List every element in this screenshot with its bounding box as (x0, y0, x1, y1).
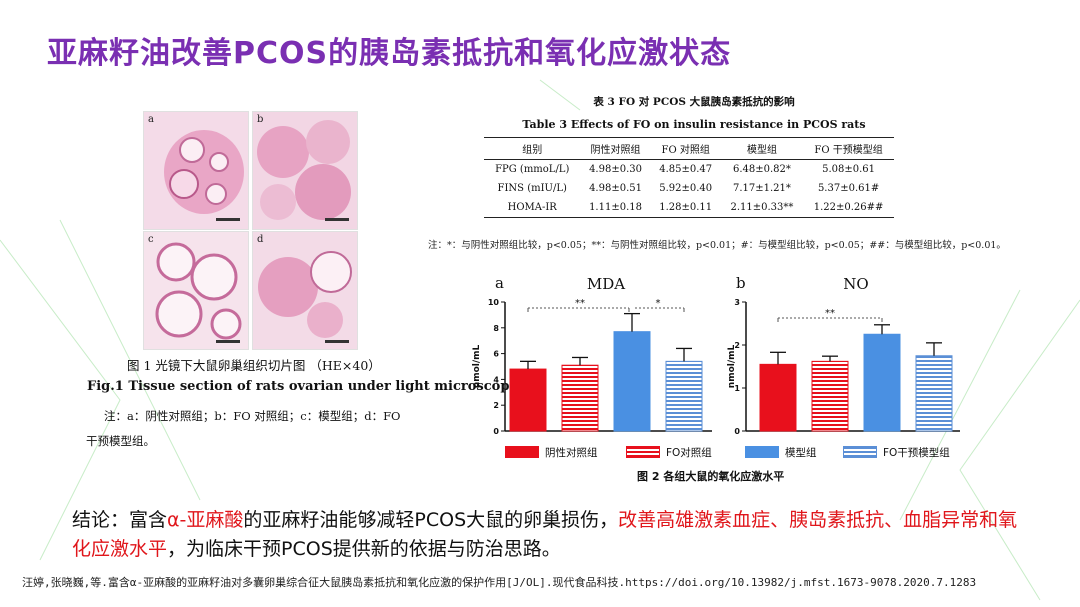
conclusion-part: 结论：富含 (72, 509, 168, 531)
legend-label-fo-ctrl: FO对照组 (666, 447, 712, 459)
table3: 组别 阴性对照组 FO 对照组 模型组 FO 干预模型组 FPG (mmoL/L… (484, 137, 894, 218)
y-tick-label: 4 (493, 375, 499, 384)
histology-image (253, 112, 357, 229)
column-header: 组别 (484, 137, 581, 160)
chart-no: b NO 0 1 2 3 nmol/mL ** (727, 274, 960, 436)
table3-title-en: Table 3 Effects of FO on insulin resista… (522, 118, 866, 131)
bar (613, 331, 651, 432)
y-tick-label: 3 (734, 298, 740, 307)
legend-label-fo-model: FO干预模型组 (883, 447, 950, 459)
significance-marker: ** (825, 308, 835, 319)
panel-label: a (148, 114, 154, 125)
bar (915, 355, 953, 432)
table-row: FPG (mmoL/L) 4.98±0.30 4.85±0.47 6.48±0.… (484, 160, 894, 180)
page-title: 亚麻籽油改善PCOS的胰岛素抵抗和氧化应激状态 (47, 36, 732, 71)
row-label: FPG (mmoL/L) (495, 164, 570, 175)
histology-panel-c: c (143, 231, 249, 350)
y-axis-label: nmol/mL (472, 345, 482, 389)
citation: 汪婷,张晓巍,等.富含α-亚麻酸的亚麻籽油对多囊卵巢综合征大鼠胰岛素抵抗和氧化应… (22, 576, 977, 589)
column-header: FO 对照组 (650, 137, 721, 160)
histology-image (144, 112, 248, 229)
chart-title: NO (843, 275, 868, 293)
bar (863, 333, 901, 432)
table-cell: 5.37±0.61# (817, 183, 880, 194)
column-header: FO 干预模型组 (803, 137, 894, 160)
table-header-row: 组别 阴性对照组 FO 对照组 模型组 FO 干预模型组 (484, 137, 894, 160)
table-cell: 1.22±0.26## (803, 198, 894, 218)
column-header: 阴性对照组 (580, 137, 651, 160)
figure1-note-continued: 干预模型组。 (86, 434, 155, 448)
bar (759, 363, 797, 432)
y-tick-label: 10 (488, 298, 500, 307)
panel-label: b (257, 114, 264, 125)
figure1-caption-cn: 图 1 光镜下大鼠卵巢组织切片图 （HE×40） (127, 358, 381, 373)
table-cell: 2.11±0.33** (720, 198, 804, 218)
y-tick-label: 2 (734, 341, 740, 350)
panel-label: b (736, 274, 746, 292)
row-label: FINS (mIU/L) (497, 183, 567, 194)
histology-image (144, 232, 248, 349)
table-cell: 5.08±0.61 (822, 164, 876, 175)
y-tick-label: 0 (493, 427, 499, 436)
table-cell: 1.11±0.18 (580, 198, 651, 218)
y-tick-label: 8 (493, 324, 499, 333)
legend-swatch-fo-model (843, 446, 877, 458)
table3-note: 注：*：与阴性对照组比较，p<0.05；**：与阴性对照组比较，p<0.01；#… (428, 240, 1006, 251)
legend-swatch-fo-ctrl (626, 446, 660, 458)
figure1-caption-en: Fig.1 Tissue section of rats ovarian und… (87, 379, 518, 394)
bar (509, 368, 547, 432)
histology-image (253, 232, 357, 349)
table-cell: 4.85±0.47 (659, 164, 713, 175)
y-tick-label: 6 (493, 350, 499, 359)
legend-label-neg-ctrl: 阴性对照组 (545, 447, 598, 459)
figure2-caption: 图 2 各组大鼠的氧化应激水平 (637, 470, 785, 483)
y-tick-label: 1 (734, 384, 740, 393)
histology-panel-d: d (252, 231, 358, 350)
table-cell: 5.92±0.40 (659, 183, 713, 194)
conclusion-highlight: α-亚麻酸 (167, 509, 244, 531)
row-label: HOMA-IR (484, 198, 581, 218)
conclusion-part: 的亚麻籽油能够减轻PCOS大鼠的卵巢损伤， (243, 509, 619, 531)
table-row: FINS (mIU/L) 4.98±0.51 5.92±0.40 7.17±1.… (484, 179, 894, 198)
panel-label: a (495, 274, 504, 292)
panel-label: c (148, 234, 154, 245)
table-cell: 7.17±1.21* (733, 183, 791, 194)
significance-marker: * (656, 298, 661, 309)
bar (561, 364, 599, 432)
figure1-note: 注：a：阴性对照组；b：FO 对照组；c：模型组；d：FO (104, 409, 401, 423)
conclusion-text: 结论：富含α-亚麻酸的亚麻籽油能够减轻PCOS大鼠的卵巢损伤，改善高雄激素血症、… (72, 506, 1032, 564)
panel-label: d (257, 234, 264, 245)
legend-swatch-neg-ctrl (505, 446, 539, 458)
significance-marker: ** (575, 298, 585, 309)
chart-title: MDA (587, 275, 625, 293)
conclusion-highlight: 改善高雄激素血症、胰岛素抵抗、血脂异常和氧化应激水平 (72, 509, 1018, 560)
y-tick-label: 0 (734, 427, 740, 436)
table-cell: 1.28±0.11 (650, 198, 721, 218)
table-cell: 4.98±0.30 (589, 164, 642, 175)
table-cell: 4.98±0.51 (589, 183, 642, 194)
bar (811, 360, 849, 432)
conclusion-part: ，为临床干预PCOS提供新的依据与防治思路。 (167, 538, 561, 560)
table3-title-cn: 表 3 FO 对 PCOS 大鼠胰岛素抵抗的影响 (593, 96, 795, 108)
column-header: 模型组 (720, 137, 804, 160)
legend-label-model: 模型组 (785, 447, 817, 459)
bar (665, 360, 703, 432)
y-tick-label: 2 (493, 401, 499, 410)
histology-panel-a: a (143, 111, 249, 230)
histology-panel-b: b (252, 111, 358, 230)
y-axis-label: nmol/mL (727, 345, 737, 389)
table-row: HOMA-IR 1.11±0.18 1.28±0.11 2.11±0.33** … (484, 198, 894, 218)
table-cell: 6.48±0.82* (733, 164, 791, 175)
legend-swatch-model (745, 446, 779, 458)
